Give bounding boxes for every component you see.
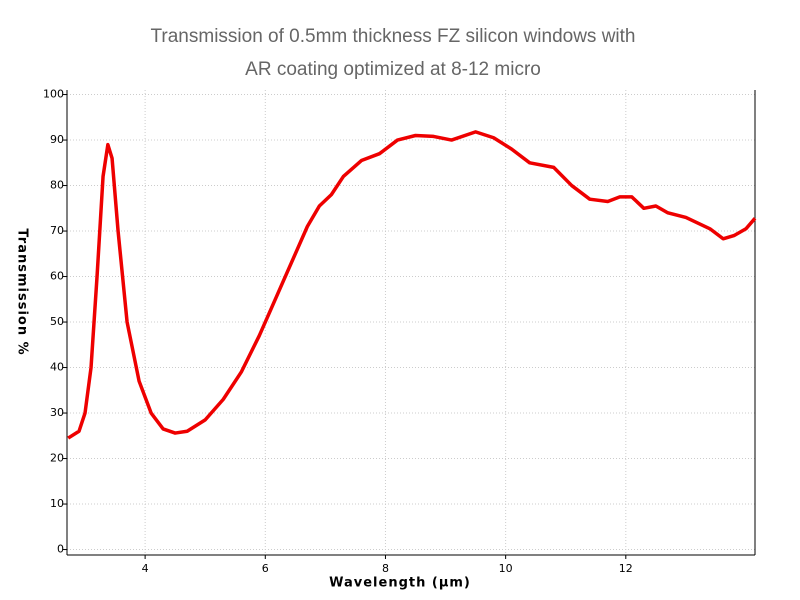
x-tick-label: 6 [262, 562, 269, 575]
chart-subtitle: AR coating optimized at 8-12 micro [245, 59, 541, 80]
y-tick-label: 40 [50, 361, 64, 374]
y-tick-label: 30 [50, 406, 64, 419]
y-tick-label: 60 [50, 270, 64, 283]
x-tick-label: 12 [619, 562, 633, 575]
x-tick-label: 8 [382, 562, 389, 575]
y-tick-label: 80 [50, 179, 64, 192]
y-tick-label: 10 [50, 497, 64, 510]
y-tick-label: 90 [50, 133, 64, 146]
y-axis-label: Transmission % [15, 228, 30, 355]
y-tick-label: 0 [57, 543, 64, 556]
x-tick-label: 10 [499, 562, 513, 575]
y-tick-label: 70 [50, 224, 64, 237]
data-line [67, 130, 757, 440]
y-tick-label: 100 [43, 88, 64, 101]
x-axis-label: Wavelength (μm) [329, 576, 471, 591]
x-tick-label: 4 [142, 562, 149, 575]
y-tick-label: 50 [50, 315, 64, 328]
chart-title: Transmission of 0.5mm thickness FZ silic… [151, 26, 636, 47]
y-tick-label: 20 [50, 452, 64, 465]
